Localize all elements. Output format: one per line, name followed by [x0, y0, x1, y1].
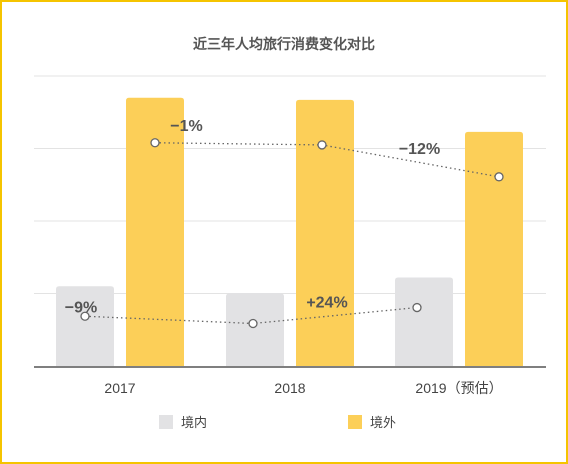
axis-layer: 2017 2018 2019（预估）	[34, 367, 546, 396]
trend-label: −9%	[65, 299, 97, 316]
bar-overseas-1	[296, 100, 354, 366]
bar-domestic-0	[56, 286, 114, 366]
legend-swatch-domestic	[159, 415, 173, 429]
trend-label: +24%	[306, 295, 347, 312]
bar-domestic-2	[395, 278, 453, 366]
bar-domestic-1	[226, 294, 284, 367]
legend-swatch-overseas	[348, 415, 362, 429]
bar-overseas-0	[126, 98, 184, 366]
bar-layer	[56, 98, 523, 366]
trend-label: −1%	[170, 118, 202, 135]
x-tick-label: 2017	[104, 380, 135, 396]
trend-marker	[318, 141, 326, 149]
trend-marker	[151, 139, 159, 147]
x-tick-label: 2019（预估）	[415, 380, 502, 396]
chart-title: 近三年人均旅行消费变化对比	[193, 36, 375, 52]
bar-overseas-2	[465, 132, 523, 366]
trend-label: −12%	[399, 141, 440, 158]
legend-label: 境内	[181, 415, 207, 430]
legend: 境内 境外	[159, 415, 396, 430]
x-tick-label: 2018	[274, 380, 305, 396]
legend-label: 境外	[370, 415, 396, 430]
trend-marker	[495, 173, 503, 181]
trend-marker	[413, 304, 421, 312]
trend-marker	[249, 320, 257, 328]
